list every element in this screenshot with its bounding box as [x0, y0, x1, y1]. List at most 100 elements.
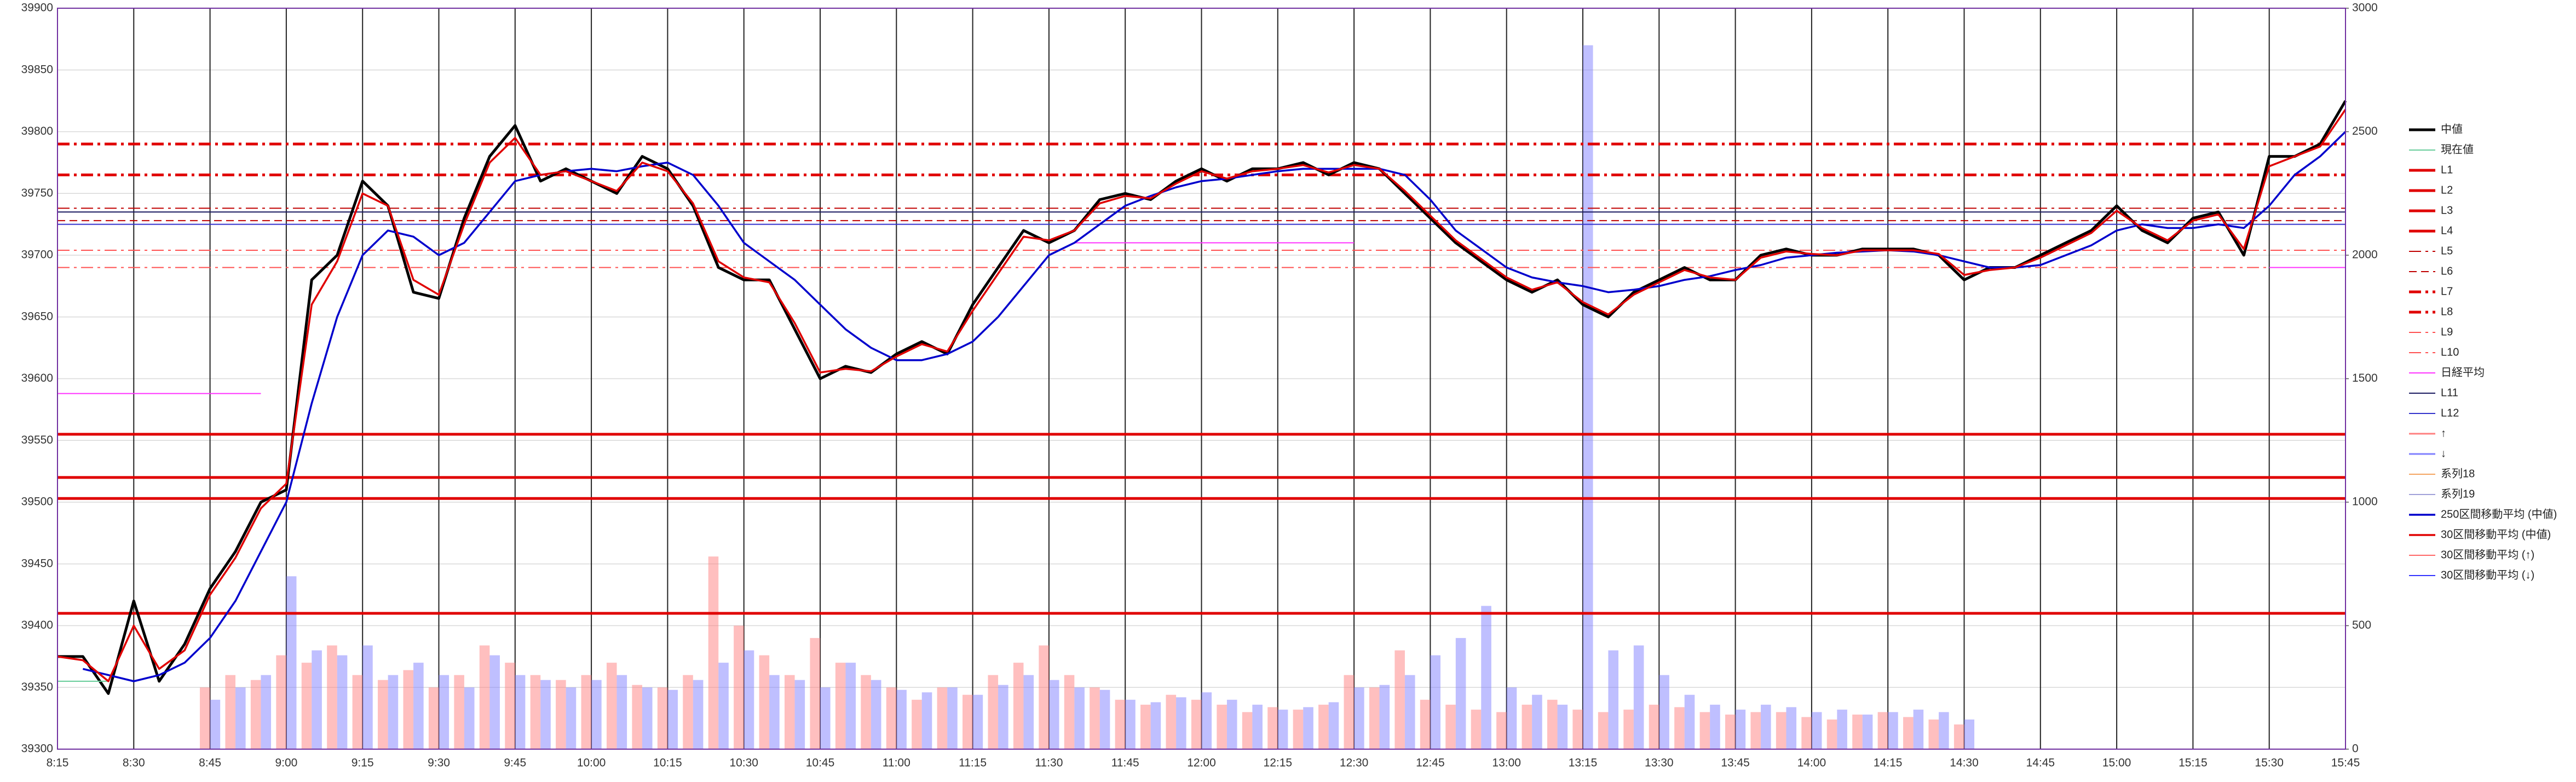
volume-bar — [693, 680, 704, 749]
volume-bar — [1786, 707, 1797, 749]
volume-bar — [1226, 699, 1237, 749]
volume-bar — [1048, 680, 1059, 749]
volume-bar — [1496, 712, 1507, 749]
y2-tick-label: 0 — [2352, 743, 2359, 755]
plot-frame — [57, 8, 2346, 750]
volume-bar — [683, 675, 693, 749]
legend-label: 現在値 — [2441, 143, 2474, 156]
y2-tick-label: 2500 — [2352, 125, 2378, 137]
volume-bar — [718, 663, 729, 749]
legend-label: 中値 — [2441, 123, 2463, 135]
legend-label: L4 — [2441, 225, 2453, 237]
volume-bar — [1277, 709, 1288, 749]
volume-bar — [464, 687, 475, 749]
volume-bar — [403, 670, 414, 749]
volume-bar — [1379, 685, 1390, 749]
volume-bar — [1776, 712, 1787, 749]
volume-bar — [1303, 707, 1313, 749]
volume-bar — [1557, 704, 1568, 749]
volume-bar — [896, 689, 907, 749]
x-tick-label: 8:30 — [123, 757, 145, 769]
volume-bar — [921, 692, 932, 749]
volume-bar — [1877, 712, 1888, 749]
volume-bar — [1090, 687, 1100, 749]
volume-bar — [1252, 704, 1263, 749]
x-tick-label: 8:45 — [199, 757, 221, 769]
legend-label: L2 — [2441, 184, 2453, 196]
volume-bar — [1801, 717, 1812, 749]
x-tick-label: 10:45 — [806, 757, 835, 769]
x-tick-label: 12:45 — [1416, 757, 1445, 769]
volume-bar — [947, 687, 958, 749]
x-tick-label: 11:45 — [1111, 757, 1139, 769]
volume-bar — [1150, 702, 1161, 749]
legend-label: L3 — [2441, 204, 2453, 216]
volume-bar — [1674, 707, 1685, 749]
legend-label: L12 — [2441, 407, 2459, 419]
volume-bar — [1532, 694, 1542, 749]
volume-bar — [1013, 663, 1024, 749]
volume-bar — [489, 655, 500, 749]
volume-bar — [581, 675, 592, 749]
legend-label: 250区間移動平均 (中値) — [2441, 508, 2557, 520]
x-tick-label: 9:45 — [504, 757, 526, 769]
x-tick-label: 14:15 — [1874, 757, 1903, 769]
volume-bar — [1125, 699, 1136, 749]
volume-bar — [1471, 709, 1482, 749]
volume-bar — [1445, 704, 1456, 749]
volume-bar — [1888, 712, 1898, 749]
y-tick-label: 39300 — [21, 743, 53, 755]
volume-bar — [505, 663, 515, 749]
volume-bar — [1837, 709, 1847, 749]
volume-bar — [1394, 650, 1405, 749]
volume-bar — [642, 687, 653, 749]
volume-bar — [744, 650, 754, 749]
volume-bar — [1506, 687, 1517, 749]
volume-bar — [1074, 687, 1085, 749]
y-tick-label: 39900 — [21, 2, 53, 14]
volume-bar — [1242, 712, 1253, 749]
volume-bar — [1761, 704, 1771, 749]
legend-label: L10 — [2441, 346, 2459, 358]
volume-bar — [1217, 704, 1227, 749]
volume-bar — [1293, 709, 1304, 749]
volume-bar — [1115, 699, 1126, 749]
y-tick-label: 39500 — [21, 496, 53, 508]
x-tick-label: 9:15 — [351, 757, 374, 769]
x-tick-label: 15:30 — [2255, 757, 2284, 769]
volume-bar — [1140, 704, 1151, 749]
legend-label: ↑ — [2441, 427, 2446, 439]
legend-label: L6 — [2441, 265, 2453, 277]
volume-bar — [1750, 712, 1761, 749]
y2-tick-label: 1000 — [2352, 496, 2378, 508]
y2-tick-label: 1500 — [2352, 372, 2378, 384]
volume-bar — [1481, 606, 1491, 749]
volume-bar — [734, 625, 744, 749]
series-line — [57, 108, 2347, 682]
volume-bar — [1369, 687, 1380, 749]
volume-bar — [1420, 699, 1431, 749]
volume-bar — [1023, 675, 1034, 749]
y-tick-label: 39450 — [21, 557, 53, 570]
volume-bar — [413, 663, 424, 749]
volume-bar — [708, 556, 719, 749]
volume-bar — [1166, 694, 1177, 749]
volume-bar — [454, 675, 464, 749]
volume-bar — [937, 687, 948, 749]
volume-bar — [1430, 655, 1440, 749]
volume-bar — [1547, 699, 1558, 749]
volume-bar — [566, 687, 577, 749]
volume-bar — [1852, 714, 1863, 749]
x-tick-label: 11:15 — [959, 757, 987, 769]
volume-bar — [1699, 712, 1710, 749]
volume-bar — [1725, 714, 1736, 749]
x-tick-label: 13:30 — [1645, 757, 1674, 769]
volume-bar — [1404, 675, 1415, 749]
volume-bar — [1191, 699, 1202, 749]
volume-bar — [1659, 675, 1669, 749]
x-tick-label: 13:00 — [1492, 757, 1521, 769]
volume-bar — [439, 675, 449, 749]
volume-bar — [835, 663, 846, 749]
volume-bar — [261, 675, 272, 749]
